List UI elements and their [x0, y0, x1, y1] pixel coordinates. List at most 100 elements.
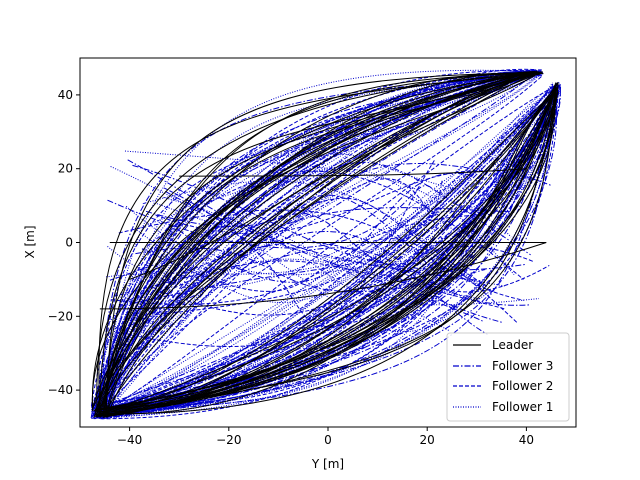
follower-path — [101, 71, 530, 412]
follower-path — [145, 163, 474, 227]
follower-path — [105, 83, 558, 409]
leader-path — [100, 87, 559, 415]
leader-path — [106, 72, 544, 415]
x-axis-label: Y [m] — [311, 457, 344, 471]
follower-path — [102, 87, 556, 412]
leader-path — [106, 91, 555, 409]
follower-path — [134, 156, 506, 304]
follower-path — [102, 71, 533, 408]
follower-path — [155, 170, 551, 234]
follower-path — [101, 72, 538, 419]
leader-path — [97, 71, 538, 408]
y-tick-label: −20 — [48, 309, 73, 323]
y-tick-label: −40 — [48, 383, 73, 397]
y-tick-label: 40 — [58, 88, 73, 102]
follower-path — [99, 75, 543, 419]
leader-path — [105, 72, 530, 409]
legend: Leader Follower 3 Follower 2 Follower 1 — [446, 332, 570, 422]
x-axis: −40 −20 0 20 40 — [117, 427, 534, 447]
leader-path — [101, 88, 557, 417]
follower-path — [101, 89, 560, 415]
follower-path — [103, 73, 542, 415]
follower-path — [107, 90, 558, 409]
leader-path — [92, 72, 534, 409]
follower-path — [178, 172, 474, 283]
follower-path — [109, 197, 488, 288]
follower-path — [103, 87, 558, 420]
leader-path — [94, 72, 541, 411]
follower-path — [97, 85, 556, 417]
leader-path — [97, 71, 540, 418]
follower-path — [91, 69, 538, 418]
follower-path — [103, 69, 538, 414]
follower-path — [106, 85, 560, 416]
leader-path — [99, 86, 558, 416]
follower-path — [105, 69, 537, 418]
x-tick-label: 20 — [420, 433, 435, 447]
legend-label-follower-3: Follower 3 — [492, 359, 553, 373]
leader-path — [93, 90, 557, 412]
follower-path — [156, 203, 505, 287]
leader-path — [105, 85, 556, 415]
y-axis: −40 −20 0 20 40 — [48, 88, 80, 397]
leader-path — [95, 71, 534, 411]
follower-path — [107, 90, 553, 417]
legend-label-follower-2: Follower 2 — [492, 379, 553, 393]
follower-path — [97, 91, 553, 417]
y-axis-label: X [m] — [23, 225, 37, 258]
follower-path — [106, 88, 553, 413]
follower-path — [101, 90, 553, 417]
leader-path — [99, 70, 538, 415]
leader-path — [98, 88, 556, 415]
follower-path — [163, 196, 540, 306]
leader-path — [99, 73, 532, 409]
leader-path — [102, 71, 538, 408]
legend-box — [446, 332, 570, 422]
leader-path — [104, 71, 536, 413]
leader-path — [91, 71, 543, 411]
x-tick-label: −40 — [117, 433, 142, 447]
follower-path — [156, 207, 512, 332]
leader-path — [98, 72, 536, 418]
follower-path — [115, 160, 435, 347]
follower-path — [93, 72, 531, 417]
leader-path — [103, 71, 530, 415]
leader-path — [99, 73, 534, 411]
follower-path — [118, 180, 443, 308]
x-tick-label: 0 — [324, 433, 332, 447]
trajectory-lines — [90, 69, 562, 420]
follower-path — [124, 150, 515, 275]
follower-path — [94, 89, 561, 420]
leader-path — [179, 168, 527, 177]
follower-path — [95, 74, 543, 412]
follower-path — [163, 187, 450, 328]
follower-path — [98, 70, 543, 416]
follower-path — [170, 213, 503, 334]
follower-path — [98, 89, 559, 412]
leader-path — [99, 242, 547, 310]
follower-path — [98, 90, 560, 414]
follower-path — [100, 92, 560, 420]
x-tick-label: −20 — [216, 433, 241, 447]
leader-path — [129, 72, 537, 280]
follower-path — [107, 184, 433, 249]
leader-path — [104, 71, 536, 407]
follower-path — [92, 71, 544, 415]
follower-path — [154, 217, 439, 316]
x-tick-label: 40 — [519, 433, 534, 447]
legend-label-follower-1: Follower 1 — [492, 400, 553, 414]
follower-path — [128, 194, 450, 327]
follower-path — [91, 92, 554, 413]
leader-path — [97, 85, 556, 418]
y-tick-label: 0 — [65, 236, 73, 250]
follower-path — [93, 73, 533, 418]
leader-path — [102, 72, 537, 413]
follower-path — [91, 74, 533, 412]
legend-label-leader: Leader — [492, 338, 533, 352]
leader-path — [105, 89, 556, 412]
leader-path — [102, 87, 556, 409]
follower-path — [165, 190, 485, 323]
y-tick-label: 20 — [58, 162, 73, 176]
follower-path — [92, 92, 559, 408]
